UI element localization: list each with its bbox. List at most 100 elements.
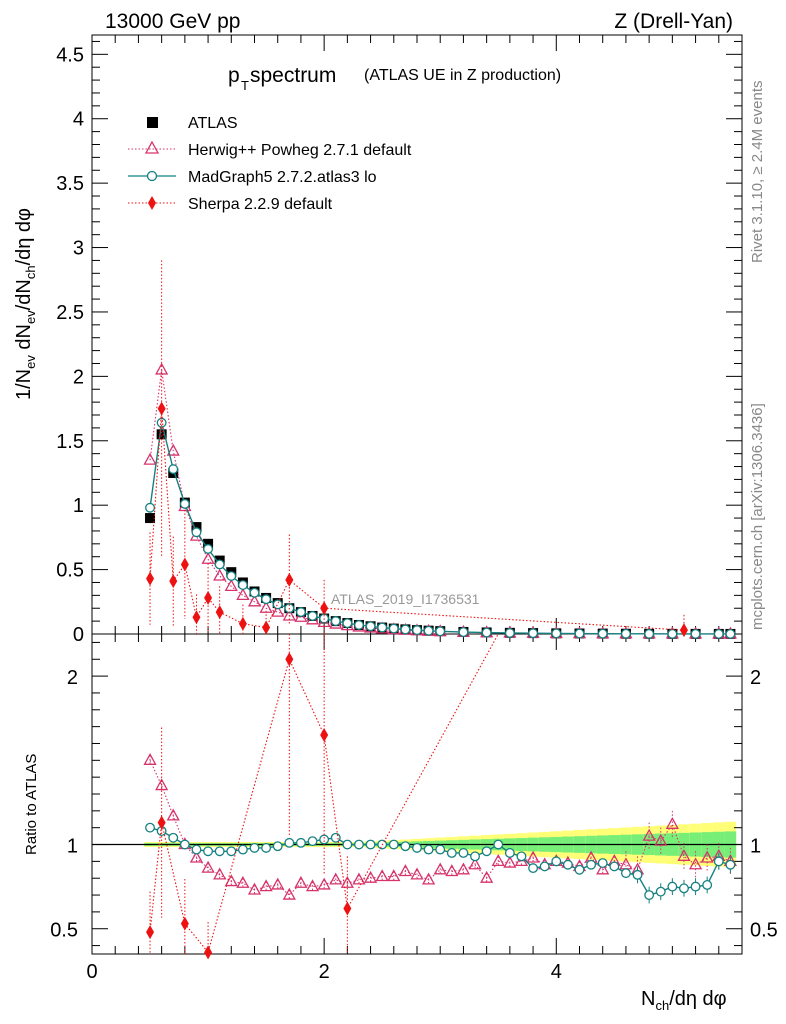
ratio-point-madgraph xyxy=(261,842,272,853)
ratio-point-herwig xyxy=(259,879,273,892)
ratio-point-herwig xyxy=(491,854,505,867)
main-point-madgraph xyxy=(377,622,388,633)
ratio-point-madgraph xyxy=(435,844,446,855)
ratio-point-herwig xyxy=(329,872,343,885)
main-point-madgraph xyxy=(551,628,562,639)
ratio-ytick-label: 0.5 xyxy=(50,920,78,942)
title-p: p xyxy=(228,64,240,87)
main-point-madgraph xyxy=(249,587,260,598)
ratio-point-madgraph xyxy=(597,858,608,869)
main-point-sherpa xyxy=(238,616,247,631)
ratio-point-herwig xyxy=(433,862,447,875)
ratio-point-sherpa xyxy=(204,945,213,960)
main-point-madgraph xyxy=(667,628,678,639)
main-ytick-label: 1.5 xyxy=(56,431,84,453)
main-point-madgraph xyxy=(400,624,411,635)
ratio-point-herwig xyxy=(247,882,262,895)
main-point-sherpa xyxy=(679,623,688,638)
main-point-madgraph xyxy=(226,571,237,581)
main-point-sherpa xyxy=(180,557,189,572)
ratio-point-madgraph xyxy=(400,841,411,852)
ratio-point-sherpa xyxy=(285,652,294,667)
ratio-point-herwig xyxy=(305,879,320,892)
ratio-point-herwig xyxy=(398,864,412,877)
ratio-point-madgraph xyxy=(644,890,655,901)
main-point-madgraph xyxy=(574,628,585,639)
main-point-herwig xyxy=(236,588,250,601)
ratio-point-madgraph xyxy=(632,869,643,880)
ratio-point-madgraph xyxy=(609,861,620,872)
ratio-point-madgraph xyxy=(504,847,515,858)
main-point-madgraph xyxy=(295,607,306,618)
ratio-point-madgraph xyxy=(446,847,457,858)
main-point-herwig xyxy=(143,452,157,465)
xtick-label: 4 xyxy=(551,961,562,983)
main-point-madgraph xyxy=(713,628,724,639)
ratio-point-madgraph xyxy=(237,844,248,855)
legend: ATLAS Herwig++ Powheg 2.7.1 default MadG… xyxy=(128,115,412,213)
main-point-sherpa xyxy=(192,610,201,625)
main-point-madgraph xyxy=(412,625,422,636)
main-point-madgraph xyxy=(435,626,446,637)
main-ytick-label: 0 xyxy=(73,624,84,646)
ratio-point-madgraph xyxy=(562,859,573,870)
main-point-madgraph xyxy=(690,628,701,639)
ratio-point-madgraph xyxy=(679,883,689,894)
ratio-point-madgraph xyxy=(493,839,504,850)
ratio-point-herwig xyxy=(236,875,250,888)
ratio-point-madgraph xyxy=(168,832,179,843)
ratio-point-herwig xyxy=(700,850,714,863)
xlabel: Nch/dη dφ xyxy=(641,988,727,1013)
ratio-point-madgraph xyxy=(354,839,364,850)
ratio-point-herwig xyxy=(166,808,180,821)
ratio-point-madgraph xyxy=(586,859,597,870)
ratio-point-herwig xyxy=(480,870,494,883)
main-point-atlas xyxy=(156,429,167,440)
ratio-ytick-label-right: 1 xyxy=(750,836,761,858)
ratio-point-madgraph xyxy=(702,879,713,890)
ratio-point-herwig xyxy=(201,860,215,873)
main-point-madgraph xyxy=(168,464,179,475)
ratio-point-sherpa xyxy=(146,925,155,940)
main-ytick-label: 1 xyxy=(73,495,84,517)
ratio-point-herwig xyxy=(468,857,482,870)
main-point-sherpa xyxy=(204,590,213,605)
legend-marker-madgraph xyxy=(146,170,158,182)
rivet-label: Rivet 3.1.10, ≥ 2.4M events xyxy=(749,81,766,264)
ratio-point-madgraph xyxy=(307,836,318,847)
ratio-series xyxy=(143,633,737,960)
ratio-point-madgraph xyxy=(620,868,631,879)
main-ytick-label: 0.5 xyxy=(56,560,84,582)
title-paren: (ATLAS UE in Z production) xyxy=(364,67,561,84)
title-sub-t: T xyxy=(241,78,249,93)
ratio-point-herwig xyxy=(340,875,354,888)
ratio-point-madgraph xyxy=(342,839,353,850)
main-point-madgraph xyxy=(365,621,376,632)
ratio-point-herwig xyxy=(375,869,389,882)
main-point-sherpa xyxy=(169,574,178,589)
main-point-madgraph xyxy=(354,620,364,630)
main-ytick-label: 2 xyxy=(73,366,84,388)
main-point-madgraph xyxy=(528,628,539,639)
ratio-point-herwig xyxy=(294,875,308,888)
main-series xyxy=(143,260,737,639)
header-left: 13000 GeV pp xyxy=(105,10,240,33)
main-point-madgraph xyxy=(237,580,248,590)
ratio-point-herwig xyxy=(282,887,296,900)
ratio-point-madgraph xyxy=(145,822,155,833)
main-axes: 0 0.5 1 1.5 2 2.5 3 3.5 4 4.5 xyxy=(56,35,743,646)
xtick-label: 0 xyxy=(86,961,97,983)
ratio-line-herwig xyxy=(149,760,731,896)
main-ytick-label: 4 xyxy=(73,109,84,131)
legend-marker-herwig xyxy=(144,140,160,154)
ratio-point-herwig xyxy=(271,877,285,890)
ratio-point-herwig xyxy=(143,752,157,765)
ratio-point-madgraph xyxy=(516,851,527,862)
ratio-point-madgraph xyxy=(574,864,585,875)
main-point-madgraph xyxy=(620,628,631,639)
main-ytick-label: 4.5 xyxy=(56,44,84,66)
ratio-point-madgraph xyxy=(249,842,260,853)
ratio-point-sherpa xyxy=(180,916,189,931)
main-point-sherpa xyxy=(320,601,329,616)
legend-label-madgraph: MadGraph5 2.7.2.atlas3 lo xyxy=(188,169,377,186)
